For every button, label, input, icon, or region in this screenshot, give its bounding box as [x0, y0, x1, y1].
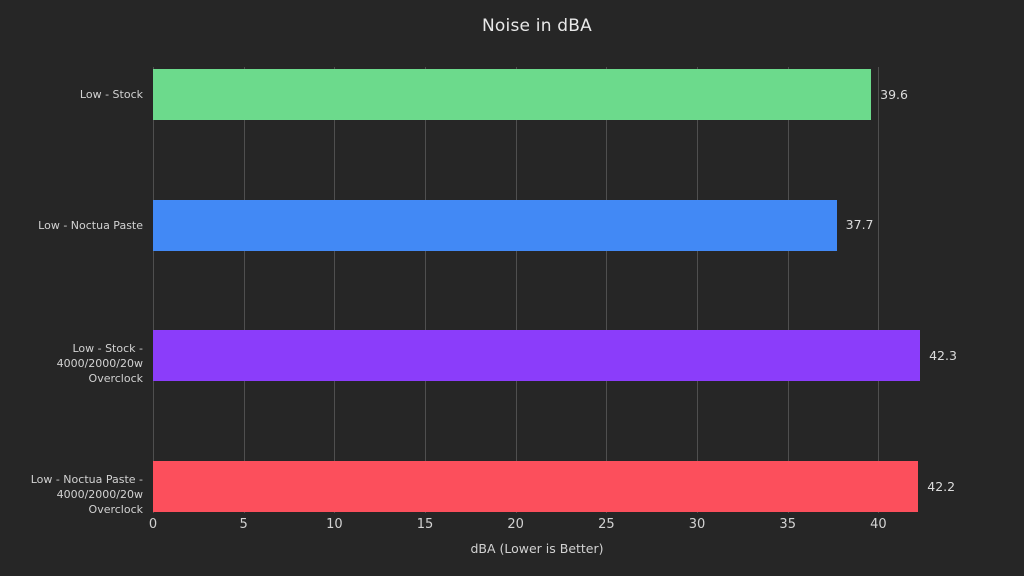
gridline-x-35 — [787, 67, 789, 513]
x-tick-15: 15 — [416, 517, 434, 532]
gridline-x-25 — [606, 67, 608, 513]
bar-0 — [153, 69, 872, 120]
x-tick-5: 5 — [239, 517, 248, 532]
x-tick-35: 35 — [779, 517, 796, 532]
x-tick-10: 10 — [326, 517, 343, 532]
gridline-x-0 — [153, 67, 154, 513]
x-tick-0: 0 — [148, 517, 158, 532]
value-label-3: 42.2 — [927, 478, 956, 494]
plot-area — [153, 67, 921, 513]
value-label-2: 42.3 — [929, 347, 957, 363]
chart-title: Noise in dBA — [482, 16, 592, 36]
category-label-3: Low - Noctua Paste -4000/2000/20w Overcl… — [30, 472, 143, 516]
bar-2 — [153, 330, 921, 382]
bar-3 — [153, 461, 919, 512]
x-tick-20: 20 — [507, 517, 524, 532]
gridline-x-10 — [334, 67, 336, 513]
x-tick-25: 25 — [598, 517, 615, 532]
x-axis-label: dBA (Lower is Better) — [470, 541, 604, 556]
value-label-1: 37.7 — [845, 217, 874, 233]
x-tick-40: 40 — [870, 517, 887, 532]
category-label-0: Low - Stock — [79, 88, 143, 101]
bar-1 — [153, 199, 837, 251]
gridline-x-5 — [243, 67, 245, 513]
gridline-x-40 — [878, 67, 880, 513]
gridline-x-20 — [515, 67, 517, 513]
gridline-x-30 — [697, 67, 699, 513]
value-label-0: 39.6 — [880, 86, 908, 102]
gridline-x-15 — [425, 67, 427, 513]
category-label-1: Low - Noctua Paste — [38, 218, 143, 232]
x-tick-30: 30 — [688, 517, 706, 532]
category-label-2: Low - Stock -4000/2000/20w Overclock — [56, 341, 143, 385]
